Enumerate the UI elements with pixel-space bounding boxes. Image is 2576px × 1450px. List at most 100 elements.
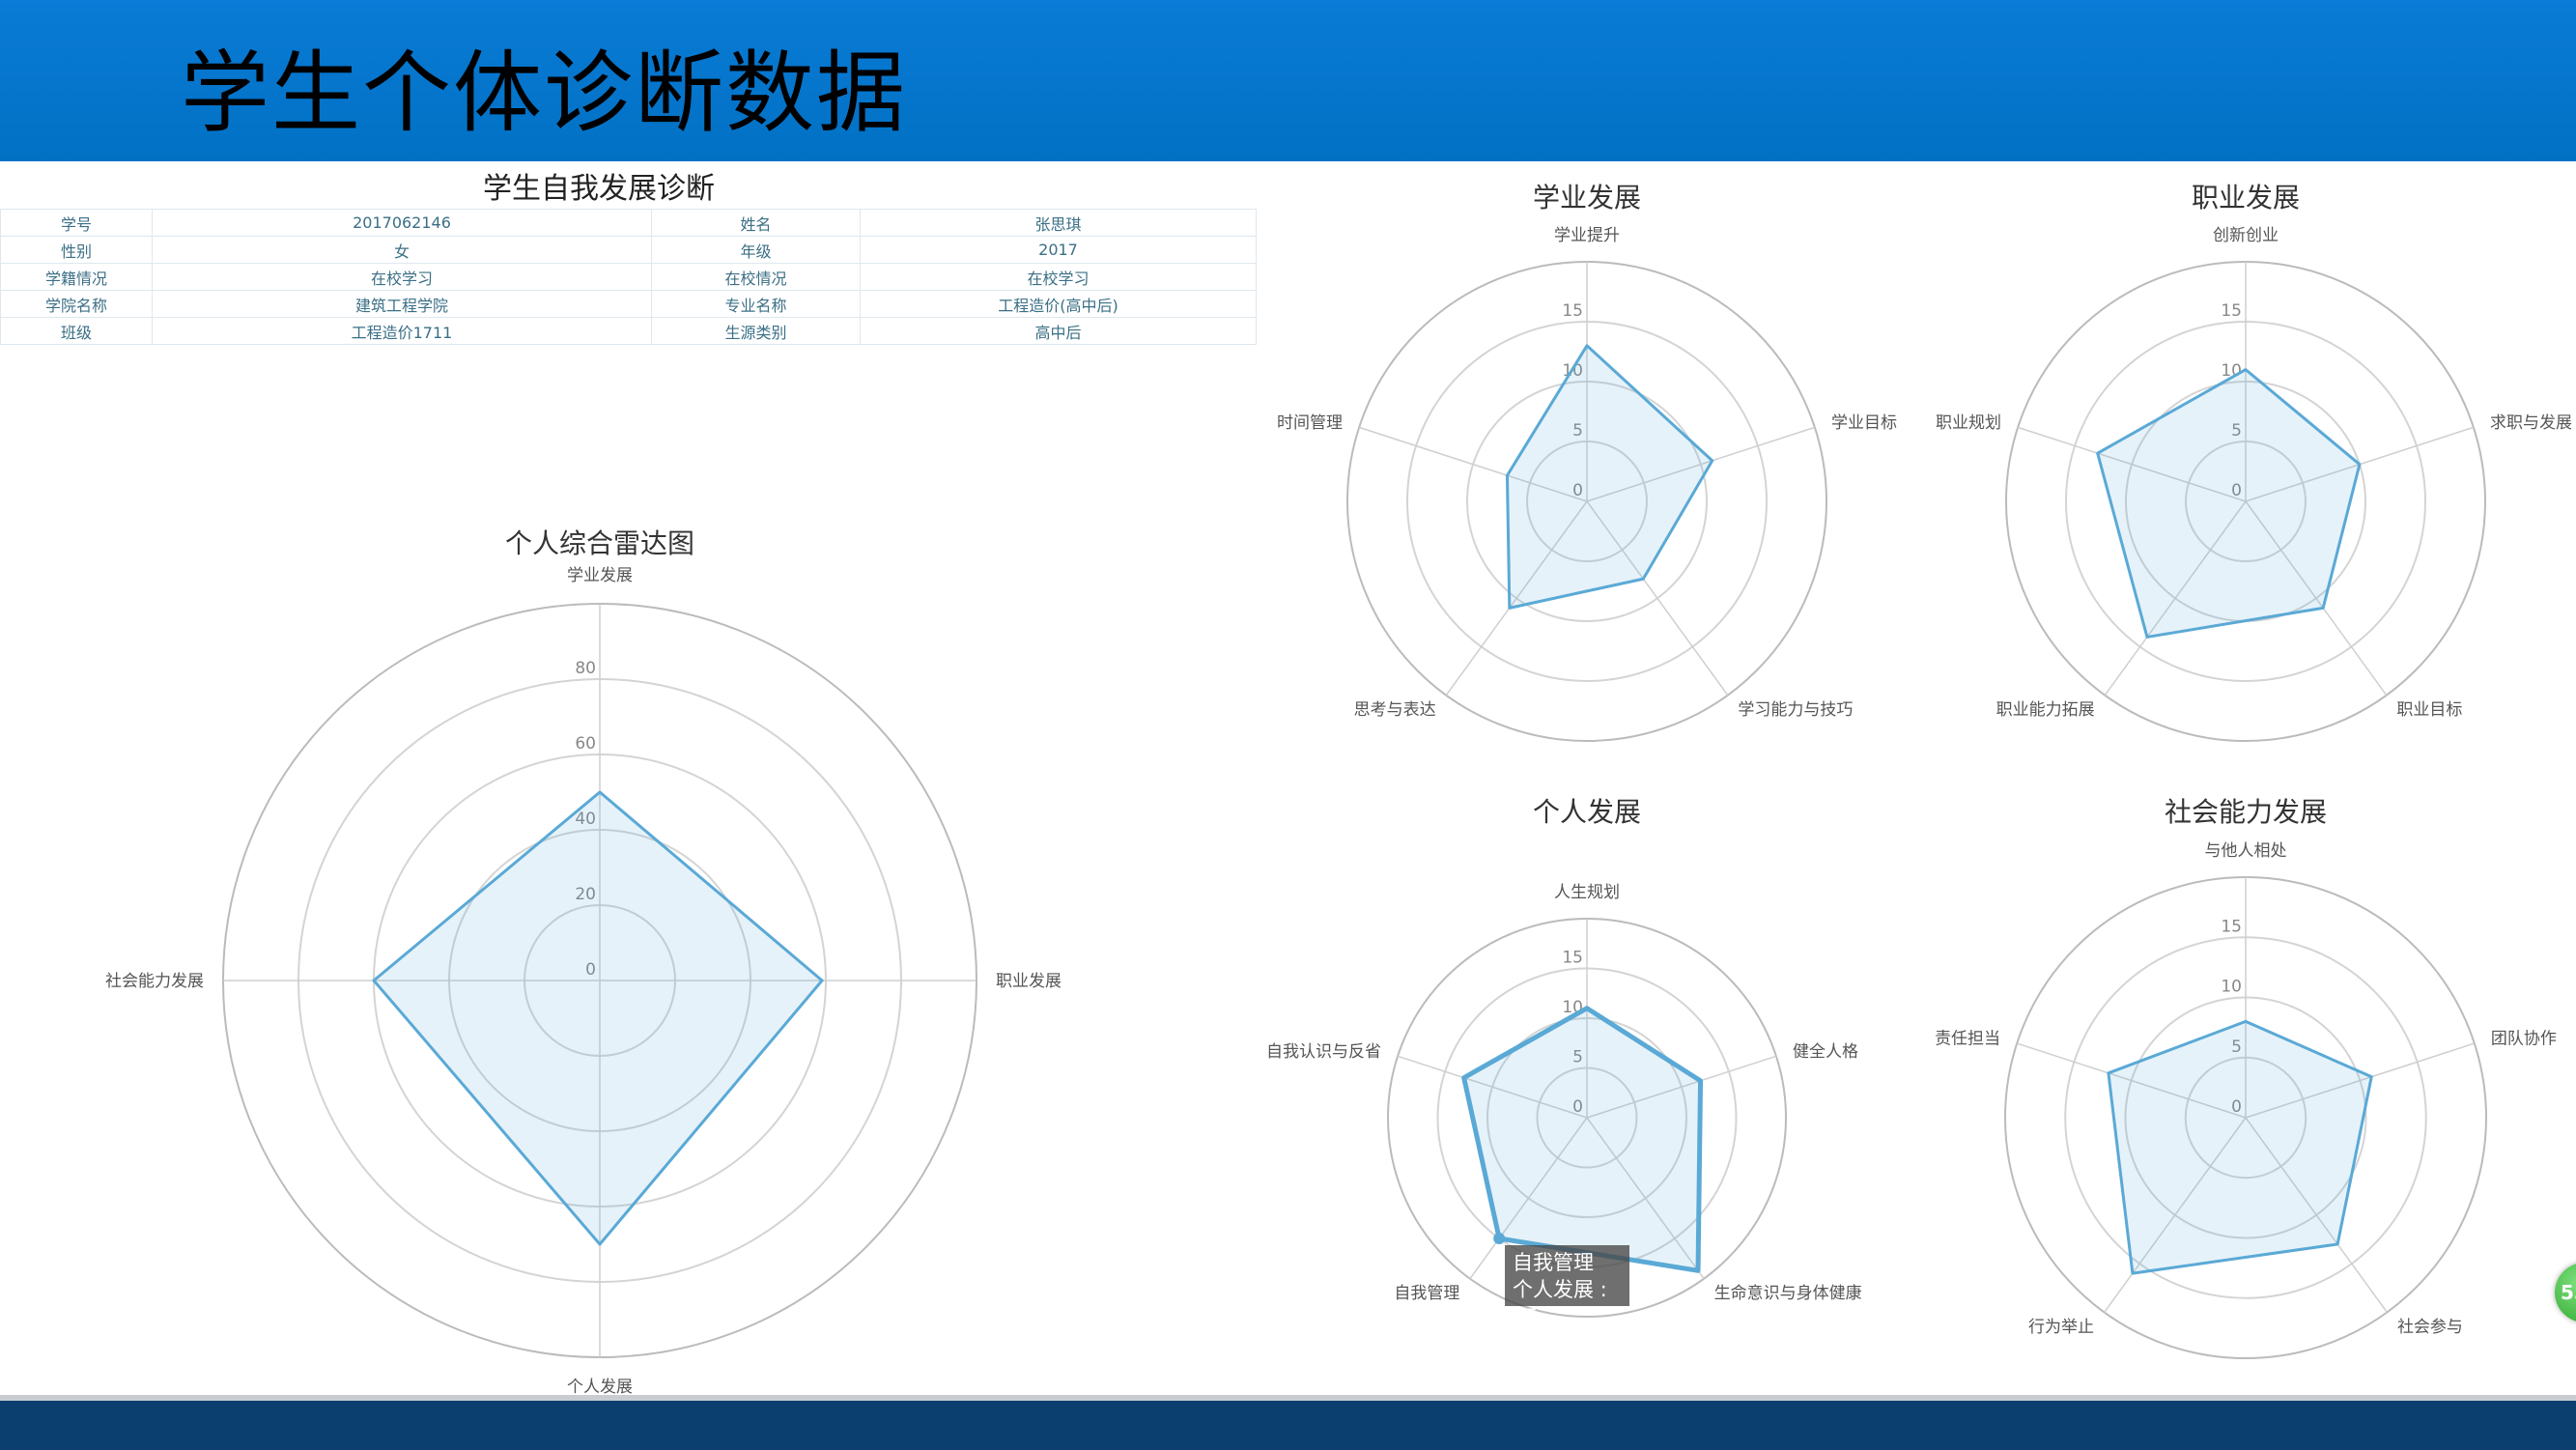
series-area — [1505, 344, 1714, 610]
axis-line — [2245, 1117, 2388, 1313]
tick-label: 80 — [575, 659, 596, 678]
series-area — [2096, 368, 2362, 639]
axis-line — [1469, 1117, 1588, 1280]
tick-label: 15 — [2221, 301, 2242, 321]
field-value: 在校学习 — [860, 263, 1257, 291]
student-info-table: 学号 2017062146 姓名 张思琪 性别女年级 2017 学籍情况 在校学习 在校情况 在校… — [0, 209, 1257, 345]
table-row: 学号 2017062146 姓名 张思琪 — [0, 209, 1257, 237]
header-bar: 学生个体诊断数据 — [0, 0, 2576, 161]
field-label: 专业名称 — [651, 290, 861, 318]
axis-line — [2104, 500, 2247, 697]
tick-label: 15 — [1562, 301, 1583, 321]
tick-label: 15 — [2221, 917, 2242, 936]
field-value: 高中后 — [860, 317, 1257, 345]
axis-label: 时间管理 — [1277, 413, 1343, 433]
tick-label: 5 — [1572, 421, 1583, 441]
tick-label: 0 — [1572, 1097, 1583, 1117]
tooltip-value: 个人发展 : 15 — [1513, 1278, 1607, 1328]
axis-line — [2017, 426, 2247, 502]
field-label: 学籍情况 — [0, 263, 153, 291]
radar-chart: 学业发展学业提升学业目标学习能力与技巧思考与表达时间管理051015 — [1277, 182, 1897, 742]
footer-bar — [0, 1401, 2576, 1450]
table-row: 学籍情况 在校学习 在校情况 在校学习 — [0, 263, 1257, 291]
footer-divider — [0, 1395, 2576, 1401]
axis-line — [2016, 1042, 2247, 1119]
axis-label: 学业发展 — [567, 566, 633, 585]
axis-line — [1358, 426, 1588, 502]
field-value: 2017062146 — [152, 209, 652, 237]
table-row: 班级 工程造价1711 生源类别 高中后 — [0, 317, 1257, 345]
floating-badge-button[interactable]: 55 — [2555, 1263, 2576, 1322]
axis-label: 自我管理 — [1394, 1284, 1459, 1303]
axis-label: 人生规划 — [1554, 883, 1620, 902]
axis-label: 责任担当 — [1935, 1029, 2000, 1048]
series-area — [1461, 1006, 1704, 1273]
field-label: 生源类别 — [651, 317, 861, 345]
axis-label: 健全人格 — [1793, 1042, 1858, 1062]
tick-label: 60 — [575, 734, 596, 753]
axis-label: 学习能力与技巧 — [1738, 700, 1853, 720]
axis-label: 学业目标 — [1831, 413, 1897, 433]
field-value: 工程造价(高中后) — [860, 290, 1257, 318]
axis-line — [1586, 426, 1816, 502]
field-value: 在校学习 — [152, 263, 652, 291]
axis-label: 职业能力拓展 — [1996, 700, 2095, 720]
field-label: 在校情况 — [651, 263, 861, 291]
radar-chart: 个人发展人生规划健全人格生命意识与身体健康自我管理自我认识与反省051015 — [1266, 796, 1862, 1318]
chart-title: 学业发展 — [1533, 182, 1641, 213]
axis-label: 职业发展 — [996, 972, 1062, 991]
table-title: 学生自我发展诊断 — [483, 172, 715, 206]
axis-label: 职业目标 — [2396, 700, 2462, 720]
tick-label: 0 — [1572, 481, 1583, 500]
tooltip-category: 自我管理 — [1513, 1251, 1594, 1274]
axis-label: 职业规划 — [1936, 413, 2001, 433]
axis-line — [2245, 500, 2388, 697]
tick-label: 0 — [2231, 1097, 2242, 1117]
tick-label: 15 — [1562, 949, 1583, 968]
tick-label: 5 — [2231, 1038, 2242, 1057]
series-area — [372, 790, 824, 1246]
chart-tooltip: 自我管理 个人发展 : 15 — [1505, 1245, 1629, 1328]
axis-label: 自我认识与反省 — [1266, 1042, 1381, 1062]
axis-line — [1586, 1117, 1705, 1280]
axis-line — [2245, 1042, 2476, 1119]
field-value: 女 — [152, 236, 652, 264]
chart-title: 职业发展 — [2192, 182, 2300, 213]
chart-title: 个人发展 — [1533, 796, 1641, 828]
axis-label: 学业提升 — [1554, 226, 1620, 245]
chart-title: 社会能力发展 — [2165, 796, 2327, 828]
field-value: 工程造价1711 — [152, 317, 652, 345]
tick-label: 10 — [2221, 978, 2242, 997]
axis-line — [2104, 1117, 2247, 1313]
axis-line — [1445, 500, 1588, 697]
field-value: 建筑工程学院 — [152, 290, 652, 318]
table-row: 性别女年级 2017 — [0, 236, 1257, 264]
tick-label: 0 — [585, 960, 596, 980]
axis-label: 生命意识与身体健康 — [1714, 1284, 1862, 1303]
series-area — [2107, 1019, 2373, 1275]
axis-line — [1586, 1055, 1777, 1119]
field-value: 张思琪 — [860, 209, 1257, 237]
tick-label: 40 — [575, 810, 596, 829]
tick-label: 5 — [1572, 1048, 1583, 1067]
table-row: 学院名称 建筑工程学院 专业名称 工程造价(高中后) — [0, 290, 1257, 318]
axis-label: 行为举止 — [2028, 1318, 2094, 1337]
field-value: 2017 — [860, 236, 1257, 264]
axis-label: 创新创业 — [2213, 226, 2279, 245]
field-label: 性别 — [0, 236, 153, 264]
tick-label: 5 — [2231, 421, 2242, 441]
chart-title: 个人综合雷达图 — [505, 527, 694, 559]
axis-label: 社会能力发展 — [105, 972, 204, 991]
tick-label: 20 — [575, 885, 596, 904]
axis-label: 思考与表达 — [1354, 700, 1436, 720]
axis-label: 与他人相处 — [2205, 841, 2287, 861]
data-point — [1493, 1232, 1506, 1244]
tick-label: 0 — [2231, 481, 2242, 500]
axis-label: 求职与发展 — [2490, 413, 2572, 433]
axis-label: 社会参与 — [2397, 1318, 2463, 1337]
page-title: 学生个体诊断数据 — [181, 42, 908, 145]
axis-line — [1586, 500, 1729, 697]
axis-label: 团队协作 — [2491, 1029, 2557, 1048]
